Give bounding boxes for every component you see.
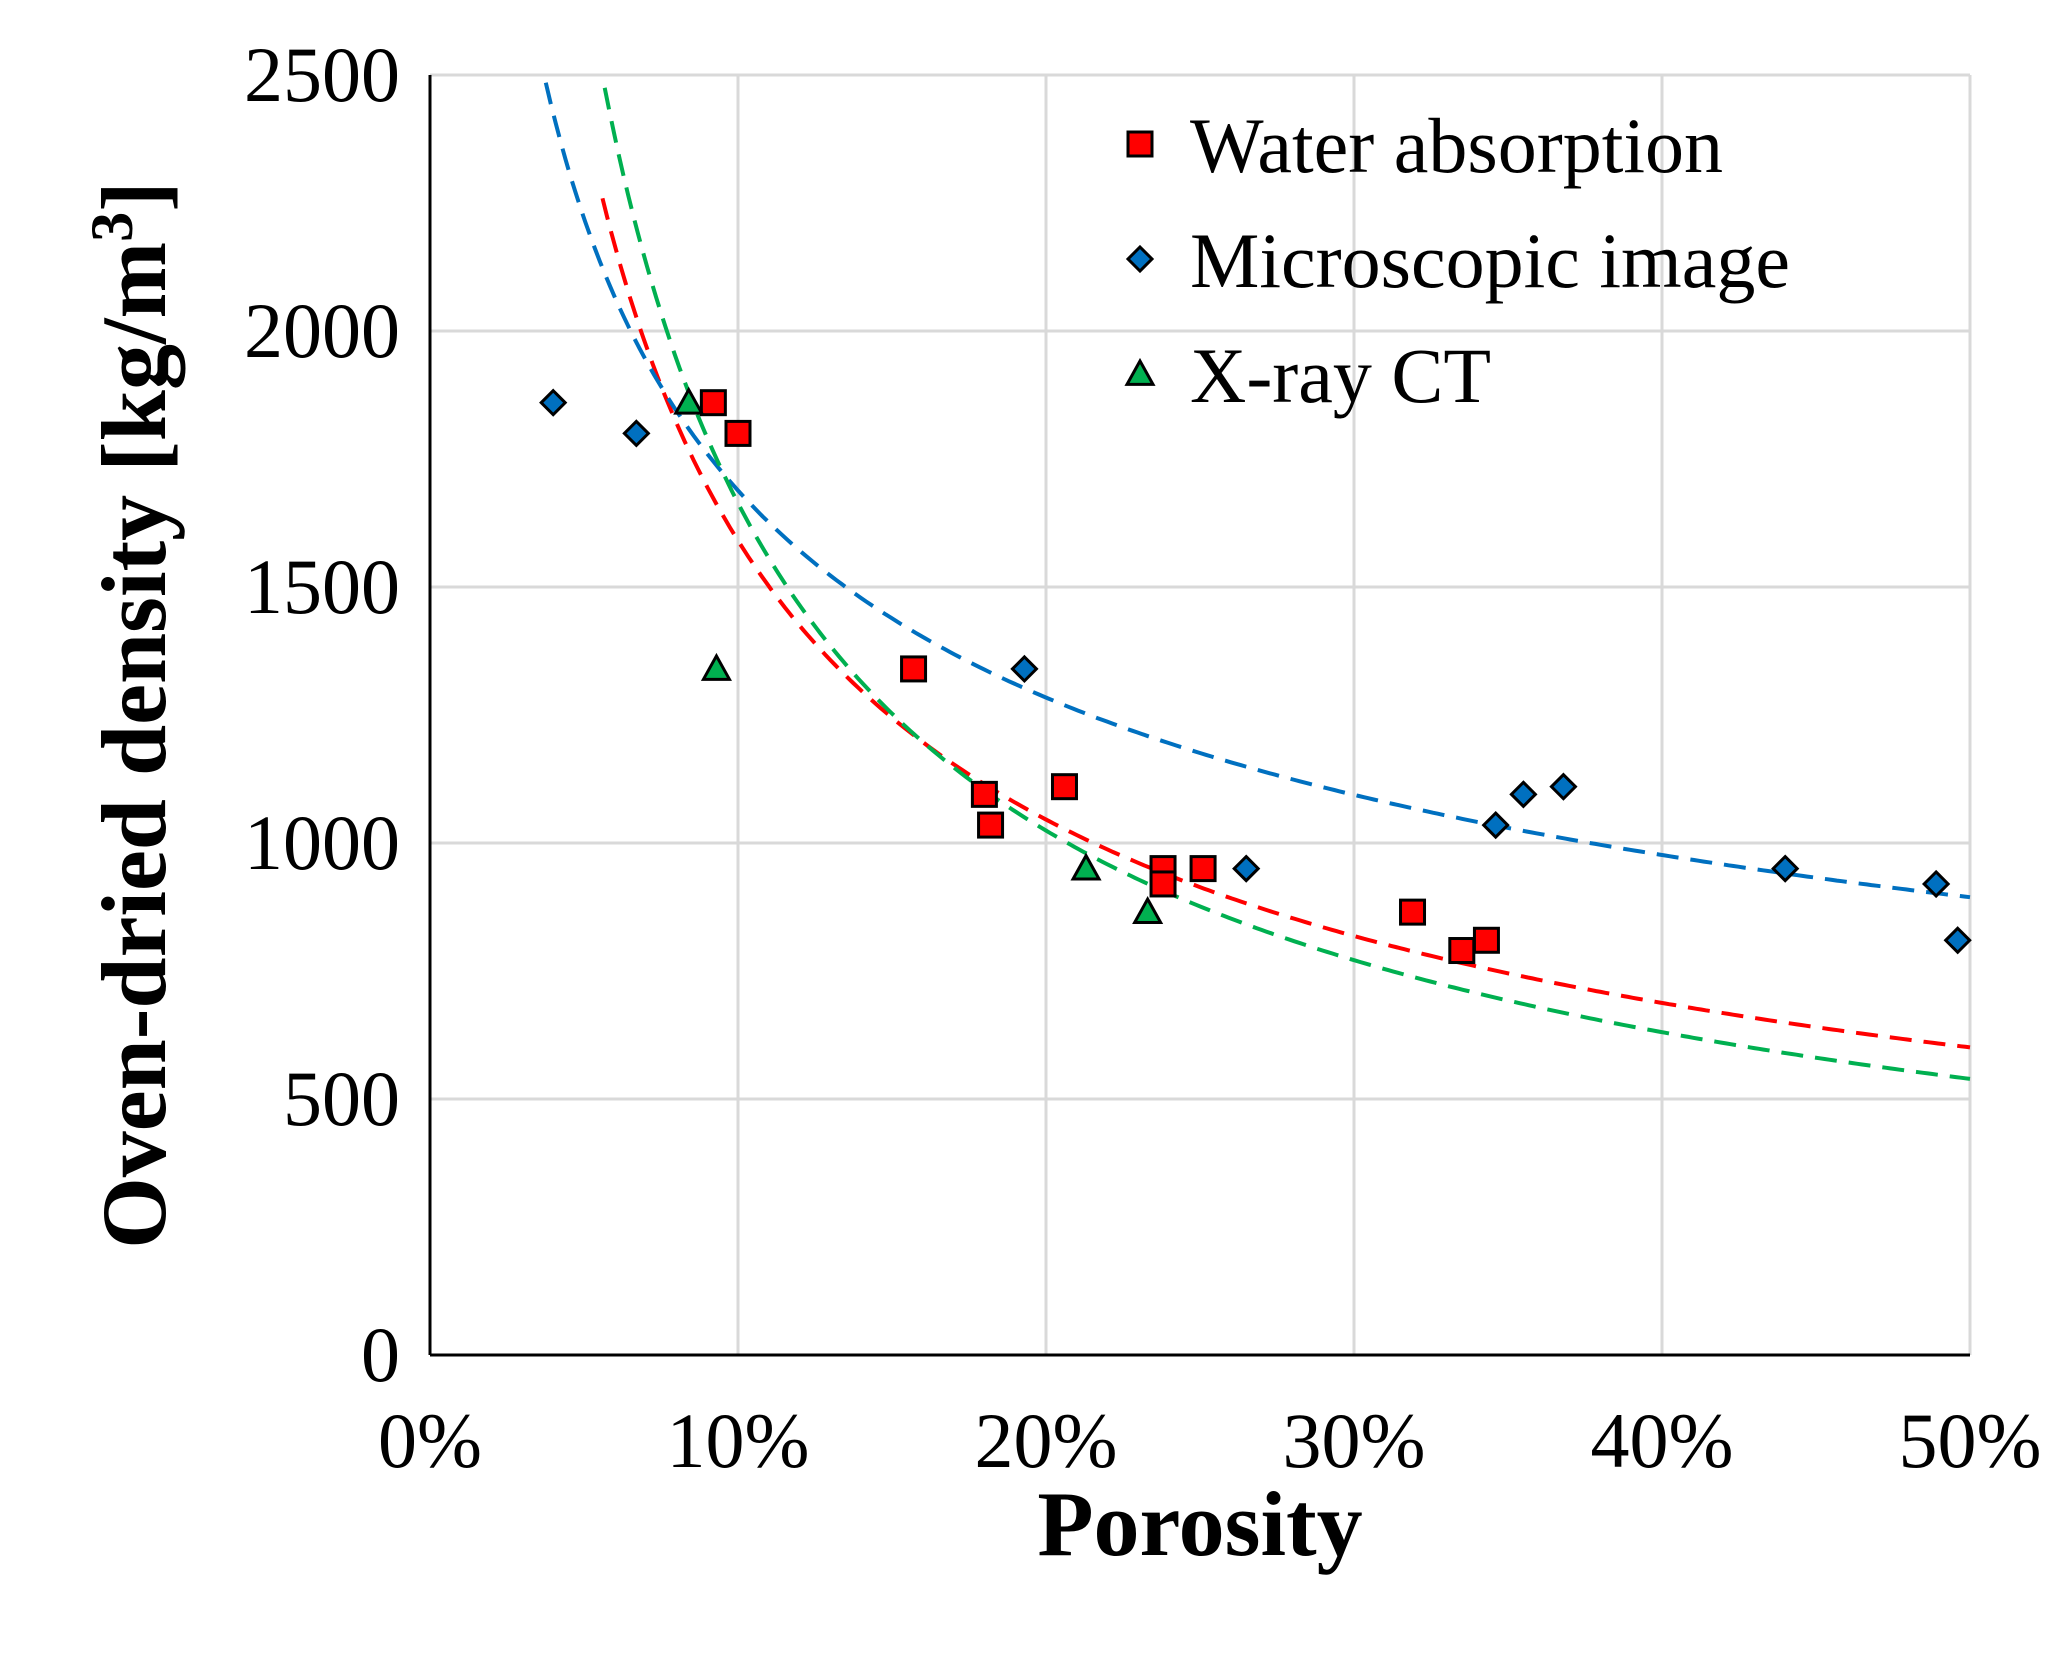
data-point-microscopic-image [1771, 854, 1800, 883]
legend-label-x-ray-ct: X-ray CT [1190, 332, 1491, 419]
y-tick-label: 2500 [244, 31, 400, 118]
data-point-microscopic-image [1921, 869, 1951, 899]
data-point-x-ray-ct [1070, 852, 1102, 881]
data-point-microscopic-image [1549, 772, 1578, 801]
x-tick-label: 0% [378, 1397, 482, 1484]
data-point-water-absorption [1399, 898, 1427, 926]
trendline-x-ray-ct [602, 87, 1971, 1081]
data-point-water-absorption [1149, 870, 1177, 898]
legend-label-water-absorption: Water absorption [1190, 102, 1723, 189]
x-axis-title: Porosity [1037, 1473, 1362, 1575]
legend: Water absorption Microscopic image X-ray C… [1124, 102, 1790, 419]
data-point-microscopic-image [1481, 810, 1510, 840]
data-point-water-absorption [724, 419, 752, 447]
y-axis-title: Oven-dried density [kg/m3] [79, 181, 185, 1249]
data-point-microscopic-image [1943, 926, 1972, 955]
data-point-water-absorption [970, 780, 998, 808]
legend-marker-microscopic-image [1125, 244, 1155, 274]
data-point-x-ray-ct [700, 652, 732, 681]
legend-label-microscopic-image: Microscopic image [1190, 217, 1790, 304]
data-point-layer [539, 386, 1972, 965]
data-point-microscopic-image [1232, 854, 1261, 883]
legend-marker-water-absorption [1126, 130, 1154, 158]
x-tick-label: 20% [975, 1397, 1118, 1484]
data-point-x-ray-ct [673, 386, 705, 415]
trendline-layer [543, 82, 1971, 1081]
data-point-microscopic-image [1010, 654, 1039, 684]
data-point-x-ray-ct [1132, 896, 1164, 925]
data-point-microscopic-image [1509, 780, 1538, 809]
y-tick-label: 500 [283, 1055, 400, 1142]
x-tick-label: 30% [1283, 1397, 1426, 1484]
legend-marker-x-ray-ct [1124, 357, 1156, 386]
trendline-microscopic-image [543, 82, 1971, 900]
data-point-water-absorption [1050, 773, 1078, 801]
data-point-water-absorption [900, 655, 928, 683]
data-point-water-absorption [1472, 926, 1500, 954]
x-tick-label: 10% [667, 1397, 810, 1484]
y-tick-label: 1500 [244, 543, 400, 630]
data-point-water-absorption [699, 389, 727, 417]
data-point-water-absorption [977, 811, 1005, 839]
y-tick-label: 2000 [244, 287, 400, 374]
x-tick-label: 40% [1591, 1397, 1734, 1484]
data-point-microscopic-image [622, 419, 651, 448]
grid-layer [430, 73, 1972, 1355]
data-point-microscopic-image [539, 388, 568, 417]
data-point-water-absorption [1448, 937, 1476, 965]
axis-layer [428, 75, 1970, 1357]
y-tick-label: 0 [361, 1311, 400, 1398]
trendline-water-absorption [600, 197, 1971, 1050]
data-point-water-absorption [1189, 855, 1217, 883]
x-tick-label: 50% [1899, 1397, 2042, 1484]
y-tick-label: 1000 [244, 799, 400, 886]
tick-label-layer: 0 500 1000 1500 2000 2500 0% 10% 20% 30% 40% 50% [244, 31, 2041, 1484]
